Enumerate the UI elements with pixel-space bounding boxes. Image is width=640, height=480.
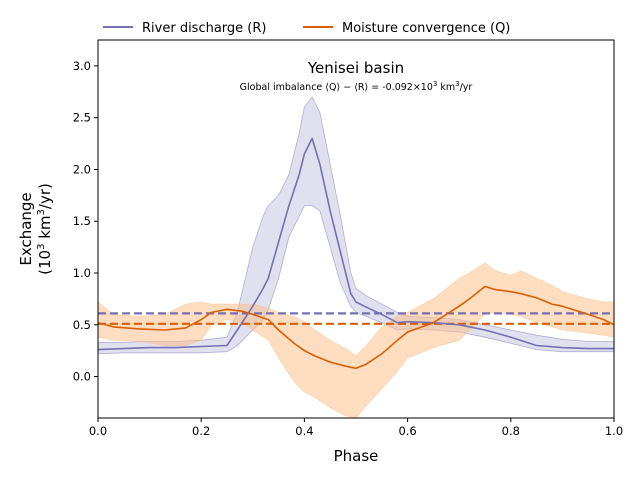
x-tick-label: 0.6 [398,424,416,438]
y-axis-label-line1: Exchange [17,192,35,265]
chart-subtitle: Global imbalance ⟨Q⟩ − ⟨R⟩ = -0.092×103 … [240,80,473,93]
x-tick-label: 0.4 [295,424,313,438]
series-line-moisture-convergence [97,285,615,370]
x-tick-label: 0.0 [89,424,107,438]
series-line-river-discharge [97,137,614,351]
y-tick-label: 1.5 [73,214,91,228]
x-axis-label: Phase [334,447,379,465]
y-tick-label: 2.0 [73,162,91,176]
y-axis-label-line2: (103 km3/yr) [36,183,54,275]
axis-ticks: 0.0 0.2 0.4 0.6 0.8 1.0 0.0 0.5 1.0 1.5 2.0 2.5 3.0 [73,59,623,438]
x-tick-label: 1.0 [605,424,623,438]
chart-title: Yenisei basin [307,59,404,77]
legend-label-moisture-convergence: Moisture convergence (Q) [342,21,510,36]
x-tick-label: 0.2 [192,424,210,438]
y-tick-label: 1.0 [73,266,91,280]
y-tick-label: 3.0 [73,59,91,73]
y-tick-label: 0.5 [73,318,91,332]
y-axis-label: Exchange (103 km3/yr) [17,183,54,275]
y-tick-label: 0.0 [73,370,91,384]
x-tick-label: 0.8 [502,424,520,438]
legend: River discharge (R) Moisture convergence… [103,21,510,36]
legend-label-river-discharge: River discharge (R) [142,21,266,36]
axes-frame [97,39,615,419]
y-tick-label: 2.5 [73,111,91,125]
